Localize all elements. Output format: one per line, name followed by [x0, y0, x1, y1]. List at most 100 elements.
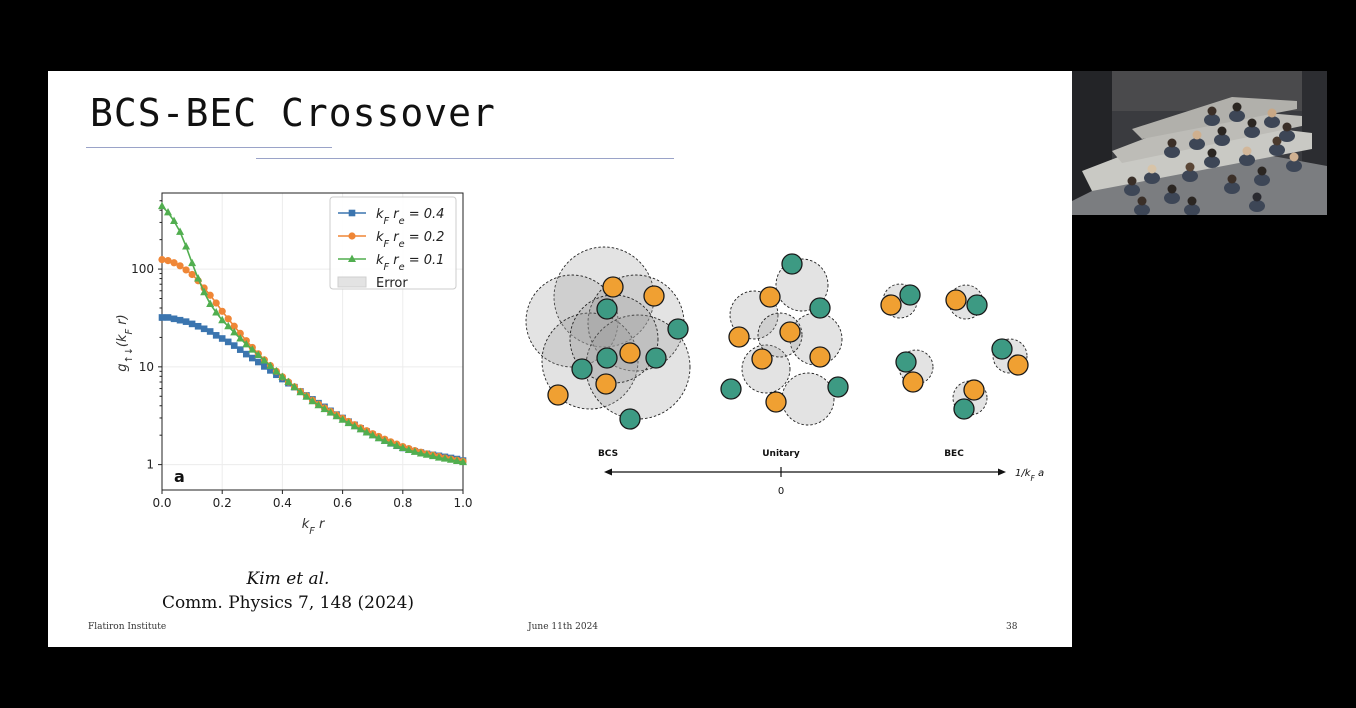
data-point [242, 350, 250, 358]
particle-orange [751, 348, 773, 370]
series-line [162, 316, 464, 462]
data-point [314, 400, 323, 409]
data-point [308, 396, 317, 405]
particle-orange [880, 294, 902, 316]
x-tick-label: 0.2 [213, 496, 232, 510]
legend-marker [348, 254, 356, 262]
series-1 [158, 314, 467, 464]
particle-teal [966, 294, 988, 316]
data-point [176, 262, 184, 270]
slide: BCS-BEC Crossover 0.0 0.2 0.4 0.6 0.8 1.0 1 10 1… [48, 71, 1072, 647]
x-tick-label: 0.6 [333, 496, 352, 510]
legend-label: kF re = 0.2 [376, 230, 444, 250]
data-point [218, 315, 227, 324]
data-point [158, 256, 166, 264]
data-point [446, 455, 455, 463]
data-point [230, 342, 238, 349]
data-point [176, 227, 185, 235]
title-underline-left [86, 147, 332, 148]
x-tick-label: 0.0 [152, 496, 171, 510]
data-point [320, 404, 329, 413]
legend-marker [348, 209, 356, 217]
axis-arrow-right [998, 468, 1006, 476]
x-tick-label: 1.0 [453, 496, 472, 510]
data-point [182, 318, 190, 325]
footer-center: June 11th 2024 [528, 622, 599, 632]
data-point [224, 321, 233, 330]
data-point [224, 338, 232, 346]
data-point [230, 328, 239, 336]
data-point [374, 433, 383, 442]
particle-orange [595, 373, 617, 395]
audience-image [1072, 71, 1327, 215]
particle-teal [953, 398, 975, 420]
axis-label: 1/kF a [1015, 468, 1044, 483]
data-point [326, 408, 335, 416]
axis-arrow-left [604, 468, 612, 476]
data-point [236, 346, 244, 353]
data-point [452, 456, 461, 464]
data-point [176, 316, 184, 324]
crossover-diagram: BCS Unitary BEC 0 1/kF a [525, 246, 1044, 497]
data-point [428, 451, 437, 460]
axis-zero-label: 0 [778, 486, 784, 497]
particle-teal [667, 318, 689, 340]
data-point [230, 322, 238, 330]
particle-orange [619, 342, 641, 364]
data-point [362, 428, 371, 436]
data-point [249, 354, 256, 362]
data-point [290, 382, 299, 391]
webcam-video-feed [1072, 71, 1327, 215]
plot-frame [161, 192, 464, 491]
citation-journal: Comm. Physics 7, 148 (2024) [161, 593, 415, 613]
pair-cloud [781, 372, 835, 426]
data-point [332, 411, 341, 420]
data-point [236, 334, 245, 342]
particle-teal [827, 376, 849, 398]
data-point [170, 259, 178, 267]
data-point [236, 329, 244, 337]
data-point [416, 449, 425, 457]
legend-label: kF re = 0.4 [376, 207, 444, 227]
particle-orange [1007, 354, 1029, 376]
data-point [164, 314, 172, 321]
data-point [212, 299, 220, 307]
citation-authors: Kim et al. [246, 569, 330, 589]
data-point [260, 356, 269, 364]
particle-orange [963, 379, 985, 401]
data-point [164, 207, 173, 216]
particle-teal [991, 338, 1013, 360]
data-point [164, 257, 172, 265]
data-point [422, 450, 431, 458]
data-point [206, 328, 214, 335]
data-point [254, 350, 263, 359]
y-tick-label: 1 [146, 458, 154, 472]
data-point [212, 332, 220, 339]
particle-orange [809, 346, 831, 368]
data-point [338, 415, 347, 423]
data-point [242, 339, 251, 348]
plot-ticks: 0.0 0.2 0.4 0.6 0.8 1.0 1 10 100 [131, 200, 473, 510]
y-tick-label: 100 [131, 262, 154, 276]
particle-teal [571, 358, 593, 380]
particle-teal [596, 298, 618, 320]
particle-orange [759, 286, 781, 308]
data-point [356, 425, 365, 433]
legend-label: kF re = 0.1 [376, 253, 444, 273]
particle-orange [765, 391, 787, 413]
data-point [188, 270, 196, 279]
particle-orange [728, 326, 750, 348]
footer-page-number: 38 [1006, 622, 1018, 632]
unitary-cluster [720, 253, 849, 426]
data-point [410, 447, 419, 455]
particle-teal [720, 378, 742, 400]
data-point [206, 299, 215, 307]
data-point [200, 325, 208, 333]
data-point [255, 358, 262, 366]
data-point [170, 315, 178, 323]
data-point [284, 377, 293, 385]
data-point [459, 457, 467, 466]
particle-teal [596, 347, 618, 369]
footer-left: Flatiron Institute [88, 622, 167, 632]
data-point [200, 287, 209, 296]
